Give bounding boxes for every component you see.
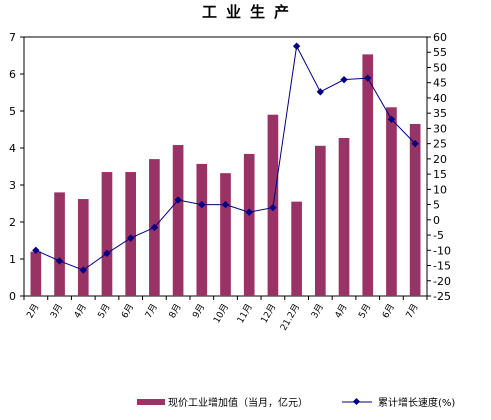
legend-line-marker (352, 397, 361, 406)
y-right-tick-label: -20 (433, 275, 451, 288)
y-right-tick-label: -5 (433, 229, 444, 242)
line-point (340, 75, 348, 84)
y-axis-right: -25 -20 -15 -10 -5 0 5 10 15 20 25 30 35 40 45 50 55 60 (427, 31, 451, 303)
legend: 现价工业增加值（当月，亿元） 累计增长速度(%) (137, 396, 455, 409)
x-tick-label: 5月 (356, 302, 373, 320)
x-tick-label: 4月 (72, 302, 89, 320)
y-left-tick-label: 3 (9, 179, 16, 192)
x-tick-label: 8月 (167, 302, 184, 320)
line-point (150, 223, 159, 232)
legend-line-label: 累计增长速度(%) (378, 396, 455, 409)
bar (409, 123, 421, 296)
y-right-tick-label: -10 (433, 244, 451, 257)
y-right-tick-label: 40 (433, 92, 447, 105)
y-right-tick-label: -15 (433, 260, 451, 273)
y-right-tick-label: -25 (433, 290, 451, 303)
x-tick-label: 7月 (143, 302, 160, 320)
y-left-tick-label: 1 (9, 253, 16, 266)
bar (101, 172, 113, 296)
line-point (316, 88, 325, 96)
x-tick-label: 21.2月 (278, 302, 302, 333)
bar (54, 192, 65, 296)
line-point (245, 208, 253, 216)
line-point (221, 200, 230, 209)
x-tick-label: 9月 (190, 302, 207, 320)
x-tick-label: 7月 (404, 302, 421, 320)
y-right-tick-label: 20 (433, 153, 447, 166)
line-point (126, 234, 135, 242)
y-left-tick-label: 4 (9, 142, 16, 155)
bar (386, 107, 397, 296)
x-tick-label: 6月 (380, 302, 397, 320)
x-tick-label: 2月 (25, 302, 42, 320)
bar (220, 173, 231, 296)
bar (291, 201, 302, 296)
bar (362, 54, 374, 296)
y-right-tick-label: 55 (433, 46, 447, 59)
x-tick-label: 4月 (333, 302, 350, 320)
bar-series (30, 54, 421, 296)
x-tick-label: 10月 (211, 302, 231, 325)
line-point (103, 249, 111, 258)
chart-title: 工业生产 (202, 3, 298, 21)
y-right-tick-label: 5 (433, 199, 440, 212)
bar (196, 163, 208, 296)
bar (125, 172, 137, 296)
y-right-tick-label: 25 (433, 138, 447, 151)
line-point (411, 139, 419, 148)
y-right-tick-label: 60 (433, 31, 447, 44)
line-point (32, 246, 40, 254)
legend-bar-label: 现价工业增加值（当月，亿元） (168, 396, 308, 409)
bar (338, 138, 350, 296)
line-point (55, 257, 64, 265)
y-right-tick-label: 0 (433, 214, 440, 227)
y-left-tick-label: 5 (9, 105, 16, 118)
x-tick-label: 3月 (48, 302, 65, 320)
bar (30, 251, 42, 296)
x-tick-label: 11月 (235, 302, 255, 325)
x-tick-label: 3月 (309, 302, 326, 320)
bar (243, 153, 255, 296)
y-right-tick-label: 35 (433, 107, 447, 120)
line-point (292, 42, 301, 50)
x-tick-label: 12月 (259, 302, 279, 325)
x-tick-label: 6月 (119, 302, 136, 320)
bar (77, 199, 89, 296)
y-right-tick-label: 15 (433, 168, 447, 181)
line-point (269, 203, 277, 212)
y-right-tick-label: 10 (433, 183, 447, 196)
y-right-tick-label: 45 (433, 77, 447, 90)
line-point (174, 196, 182, 204)
line-point (364, 74, 372, 82)
y-left-tick-label: 6 (9, 68, 16, 81)
y-axis-left: 0 1 2 3 4 5 6 7 (9, 31, 24, 303)
legend-bar-swatch (137, 399, 165, 405)
x-tick-label: 5月 (96, 302, 113, 320)
bar (172, 145, 184, 296)
y-left-tick-label: 2 (9, 216, 16, 229)
y-left-tick-label: 0 (9, 290, 16, 303)
x-axis: 2月 3月 4月 5月 6月 7月 8月 9月 10月 11月 12月 21.2月 3月 4月 5月 6月 7月 (23, 296, 428, 333)
y-right-tick-label: 50 (433, 61, 447, 74)
y-right-tick-label: 30 (433, 122, 447, 135)
bar (314, 145, 326, 296)
y-left-tick-label: 7 (9, 31, 16, 44)
line-series (32, 42, 419, 274)
